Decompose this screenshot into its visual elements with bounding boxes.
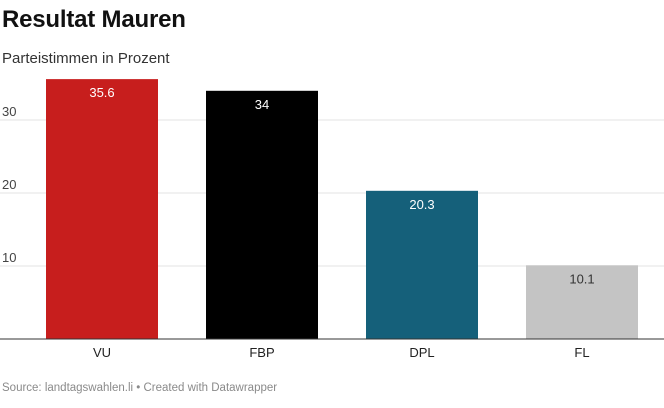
category-label-dpl: DPL bbox=[409, 345, 434, 360]
y-tick-label-10: 10 bbox=[2, 250, 16, 265]
chart-subtitle: Parteistimmen in Prozent bbox=[2, 50, 170, 67]
value-label-fl: 10.1 bbox=[569, 271, 594, 286]
category-label-fbp: FBP bbox=[249, 345, 274, 360]
value-label-vu: 35.6 bbox=[89, 85, 114, 100]
bar-vu[interactable] bbox=[46, 79, 158, 340]
bar-fbp[interactable] bbox=[206, 90, 318, 339]
chart-title: Resultat Mauren bbox=[2, 6, 186, 33]
value-label-dpl: 20.3 bbox=[409, 197, 434, 212]
bar-dpl[interactable] bbox=[366, 190, 478, 339]
bar-fl[interactable] bbox=[526, 265, 638, 339]
category-label-fl: FL bbox=[574, 345, 589, 360]
source-note[interactable]: Source: landtagswahlen.li bbox=[2, 382, 134, 394]
footer-separator: • bbox=[136, 382, 144, 394]
y-tick-label-30: 30 bbox=[2, 104, 16, 119]
category-label-vu: VU bbox=[93, 345, 111, 360]
y-tick-label-20: 20 bbox=[2, 177, 16, 192]
credit-note[interactable]: Created with Datawrapper bbox=[143, 382, 278, 394]
chart-footer: Source: landtagswahlen.li • Created with… bbox=[2, 382, 277, 394]
value-label-fbp: 34 bbox=[255, 97, 269, 112]
